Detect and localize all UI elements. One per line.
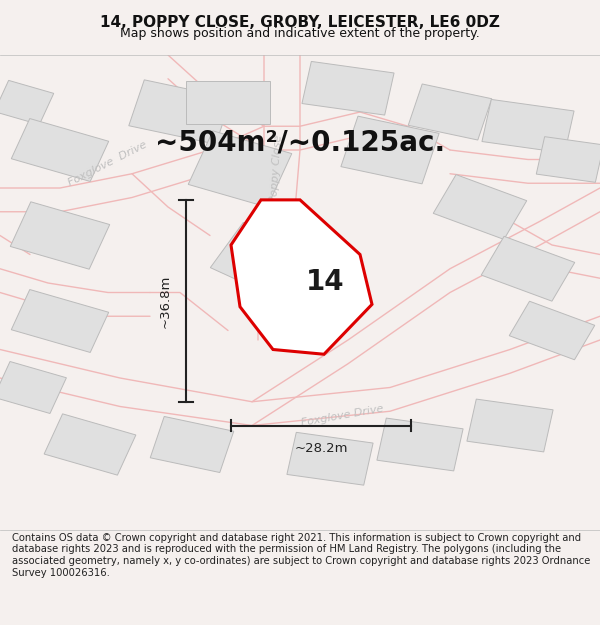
Text: Foxglove Drive: Foxglove Drive xyxy=(300,404,384,428)
Polygon shape xyxy=(536,137,600,182)
Polygon shape xyxy=(433,174,527,239)
Polygon shape xyxy=(0,361,67,414)
Text: ~504m²/~0.125ac.: ~504m²/~0.125ac. xyxy=(155,129,445,157)
Text: 14: 14 xyxy=(306,268,344,296)
Polygon shape xyxy=(11,289,109,352)
Polygon shape xyxy=(302,61,394,115)
Polygon shape xyxy=(482,99,574,153)
Polygon shape xyxy=(481,236,575,301)
Polygon shape xyxy=(10,202,110,269)
Text: Foxglove  Drive: Foxglove Drive xyxy=(67,140,149,189)
Polygon shape xyxy=(341,116,439,184)
Polygon shape xyxy=(287,432,373,485)
Text: Contains OS data © Crown copyright and database right 2021. This information is : Contains OS data © Crown copyright and d… xyxy=(12,533,590,578)
Polygon shape xyxy=(129,80,231,144)
Text: Poppy Close: Poppy Close xyxy=(269,134,283,203)
Text: 14, POPPY CLOSE, GROBY, LEICESTER, LE6 0DZ: 14, POPPY CLOSE, GROBY, LEICESTER, LE6 0… xyxy=(100,16,500,31)
Polygon shape xyxy=(377,418,463,471)
Text: ~36.8m: ~36.8m xyxy=(158,274,172,328)
Polygon shape xyxy=(150,416,234,472)
Polygon shape xyxy=(188,131,292,207)
Polygon shape xyxy=(44,414,136,475)
Polygon shape xyxy=(0,81,54,124)
Polygon shape xyxy=(211,222,305,296)
Polygon shape xyxy=(186,81,270,124)
Polygon shape xyxy=(11,119,109,181)
Polygon shape xyxy=(509,301,595,360)
Text: ~28.2m: ~28.2m xyxy=(294,442,348,455)
Polygon shape xyxy=(467,399,553,452)
Polygon shape xyxy=(408,84,492,140)
Text: Map shows position and indicative extent of the property.: Map shows position and indicative extent… xyxy=(120,27,480,39)
Polygon shape xyxy=(231,200,372,354)
